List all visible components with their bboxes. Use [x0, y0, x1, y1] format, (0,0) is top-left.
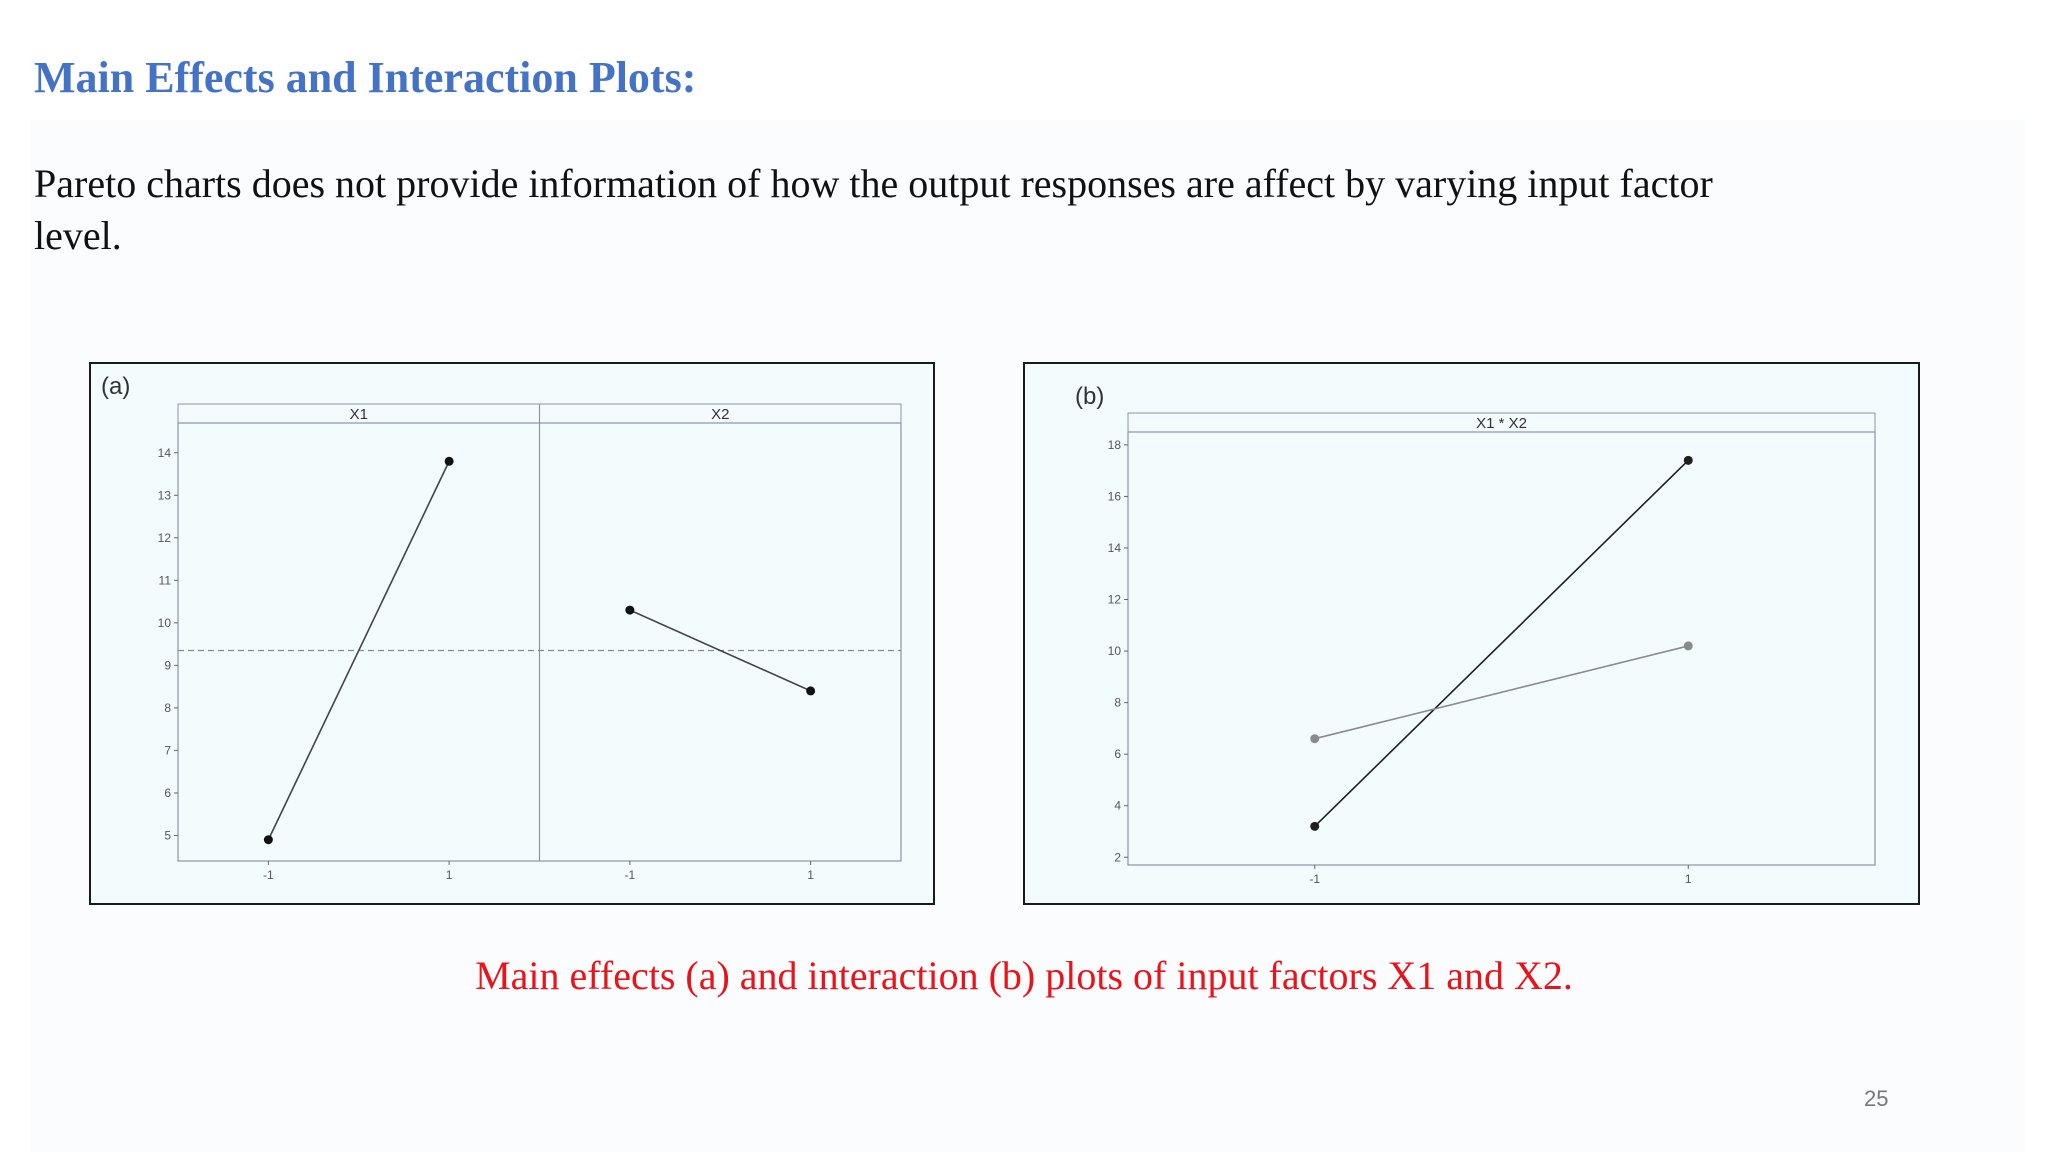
x-tick-label: 1 — [807, 868, 814, 882]
facet-label: X1 * X2 — [1476, 415, 1527, 432]
x-tick-label: 1 — [446, 868, 453, 882]
effect-line-x2 — [629, 609, 811, 692]
slide-body-text: Pareto charts does not provide informati… — [34, 161, 1713, 258]
y-tick-label: 7 — [164, 743, 171, 757]
panel-label: (b) — [1075, 383, 1104, 410]
y-tick-label: 11 — [159, 573, 172, 587]
y-tick-label: 4 — [1114, 799, 1121, 813]
y-tick-label: 8 — [164, 701, 171, 715]
data-point — [263, 835, 273, 845]
effect-line-x1 — [267, 460, 450, 841]
y-tick-label: 13 — [158, 488, 172, 502]
y-tick-label: 14 — [1108, 541, 1122, 555]
data-point — [625, 605, 635, 615]
y-tick-label: 2 — [1114, 850, 1121, 864]
x-tick-label: -1 — [625, 868, 636, 882]
x-tick-label: -1 — [1309, 872, 1320, 886]
y-tick-label: 12 — [158, 531, 172, 545]
y-tick-label: 16 — [1108, 489, 1122, 503]
interaction-line-1 — [1314, 459, 1689, 827]
y-tick-label: 9 — [164, 658, 171, 672]
data-point — [1683, 641, 1693, 651]
y-tick-label: 12 — [1108, 593, 1122, 607]
x-tick-label: 1 — [1685, 872, 1692, 886]
interaction-plot: (b) X1 * X2 2 4 6 8 10 12 14 16 18 -1 1 — [1075, 383, 1876, 886]
data-point — [1310, 734, 1320, 744]
data-point — [1310, 821, 1320, 831]
y-tick-label: 18 — [1108, 438, 1122, 452]
panel-label: (a) — [101, 373, 130, 400]
y-tick-label: 14 — [158, 446, 172, 460]
x-tick-label: -1 — [263, 868, 274, 882]
y-tick-label: 5 — [164, 828, 171, 842]
y-tick-label: 6 — [1114, 747, 1121, 761]
figure-caption: Main effects (a) and interaction (b) plo… — [475, 953, 1573, 998]
y-tick-label: 6 — [164, 786, 171, 800]
interaction-line-2 — [1314, 645, 1689, 740]
y-tick-label: 10 — [1108, 644, 1122, 658]
data-point — [1683, 455, 1693, 465]
facet-label: X2 — [711, 406, 729, 423]
page-number: 25 — [1864, 1086, 1889, 1111]
interaction-plot-panel: (b) X1 * X2 2 4 6 8 10 12 14 16 18 -1 1 — [1023, 362, 1920, 905]
main-effects-plot-panel: (a) X1 X2 5 6 7 8 9 10 11 12 13 14 -1 1 -1 1 — [89, 362, 935, 905]
facet-label: X1 — [350, 406, 368, 423]
y-tick-label: 8 — [1114, 696, 1121, 710]
slide-title: Main Effects and Interaction Plots: — [34, 53, 697, 102]
plot-frame — [1127, 431, 1876, 866]
main-effects-plot: (a) X1 X2 5 6 7 8 9 10 11 12 13 14 -1 1 -1 1 — [101, 373, 902, 882]
y-tick-label: 10 — [158, 616, 172, 630]
data-point — [806, 686, 816, 696]
data-point — [444, 456, 454, 466]
